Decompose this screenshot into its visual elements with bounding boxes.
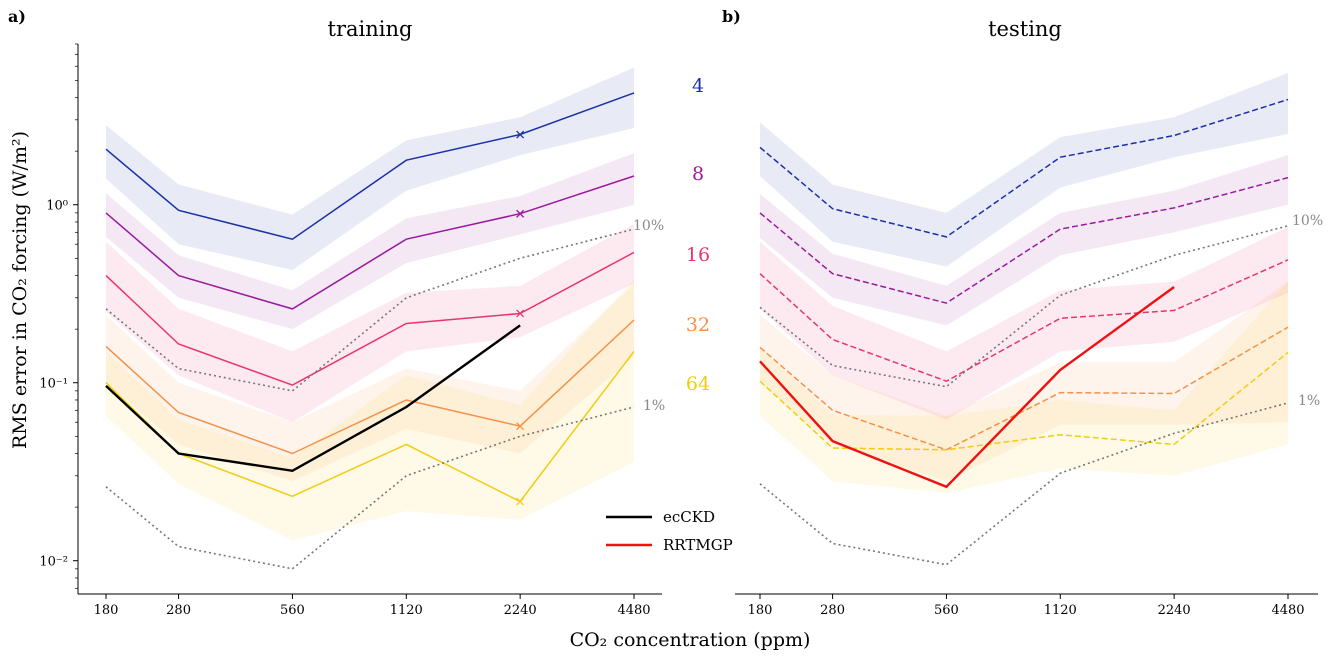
y-tick-label: 10⁻¹ xyxy=(39,377,68,392)
series-line-4 xyxy=(105,92,635,241)
panel-training: 180 280 560 1120 2240 4480 10⁻² 10⁻¹ 10⁰ xyxy=(39,43,662,618)
ref-label-1pct-b: 1% xyxy=(1298,393,1320,409)
ref-label-1pct-a: 1% xyxy=(643,398,665,414)
series-line-64 xyxy=(759,351,1289,451)
x-tick-label: 180 xyxy=(94,603,119,618)
band-4 xyxy=(106,67,634,270)
series-line-8 xyxy=(759,176,1289,304)
panel-a-letter: a) xyxy=(8,7,26,26)
x-tick-label: 560 xyxy=(934,603,959,618)
panel-b-letter: b) xyxy=(722,7,741,26)
x-tick-label: 4480 xyxy=(1271,603,1304,618)
band-64 xyxy=(760,281,1288,493)
band-16 xyxy=(106,223,634,423)
band-32 xyxy=(106,283,634,482)
series-line-16 xyxy=(759,259,1289,383)
y-tick-label: 10⁻² xyxy=(39,555,68,570)
band-label-64: 64 xyxy=(686,373,710,395)
x-tick-label: 2240 xyxy=(504,603,537,618)
band-32 xyxy=(760,281,1288,482)
series-line-8 xyxy=(105,175,635,310)
band-8 xyxy=(760,155,1288,326)
series-line-1pct xyxy=(759,402,1289,566)
panel-b-title: testing xyxy=(988,17,1062,41)
x-tick-label: 280 xyxy=(166,603,191,618)
band-label-8: 8 xyxy=(692,163,704,185)
legend: ecCKD RRTMGP xyxy=(606,508,733,554)
x-tick-label: 2240 xyxy=(1158,603,1191,618)
band-label-16: 16 xyxy=(686,244,710,266)
ref-label-10pct-b: 10% xyxy=(1292,213,1323,229)
band-label-4: 4 xyxy=(692,75,704,97)
x-tick-label: 1120 xyxy=(1044,603,1077,618)
band-16 xyxy=(760,227,1288,420)
x-tick-label: 280 xyxy=(820,603,845,618)
band-label-32: 32 xyxy=(686,314,710,336)
series-line-32 xyxy=(105,319,635,455)
marker-x-32 xyxy=(516,422,525,431)
series-line-16 xyxy=(105,251,635,386)
series-line-4 xyxy=(759,98,1289,238)
ref-label-10pct-a: 10% xyxy=(633,218,664,234)
y-axis-label: RMS error in CO₂ forcing (W/m²) xyxy=(9,131,31,449)
x-tick-label: 1120 xyxy=(390,603,423,618)
legend-label-ecckd: ecCKD xyxy=(663,508,715,526)
panel-testing: 180 280 560 1120 2240 4480 xyxy=(735,73,1318,618)
band-4 xyxy=(760,73,1288,267)
x-tick-label: 560 xyxy=(280,603,305,618)
series-labels: 4 8 16 32 64 xyxy=(686,75,710,395)
x-tick-label: 180 xyxy=(748,603,773,618)
marker-x-64 xyxy=(516,497,525,506)
series-line-32 xyxy=(759,326,1289,451)
series-line-10pct xyxy=(759,225,1289,388)
legend-label-rrtmgp: RRTMGP xyxy=(663,536,733,554)
marker-x-8 xyxy=(516,209,525,218)
marker-x-16 xyxy=(516,309,525,318)
panel-a-title: training xyxy=(328,17,413,41)
x-tick-label: 4480 xyxy=(617,603,650,618)
x-axis-label: CO₂ concentration (ppm) xyxy=(570,629,811,651)
y-tick-label: 10⁰ xyxy=(46,199,68,214)
marker-x-4 xyxy=(516,130,525,139)
band-8 xyxy=(106,153,634,330)
